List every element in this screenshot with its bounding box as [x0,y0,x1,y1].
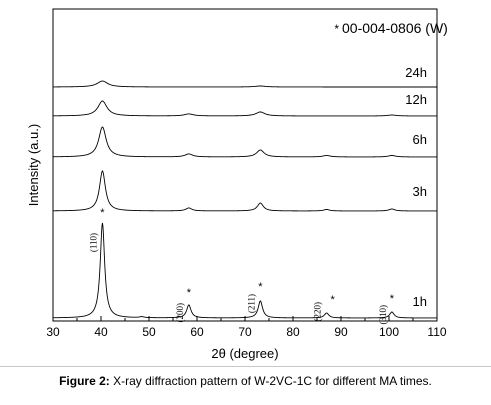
hkl-label: (211) [246,294,256,313]
plot-frame [52,8,438,322]
xrd-chart: 30 40 50 60 70 80 90 100 110 (110)*(200)*(211)*(… [26,8,448,361]
series-label-6h: 6h [413,132,427,147]
xrd-trace-6h [52,126,437,158]
peak-annotations: (110)*(200)*(211)*(220)*(310)* [88,207,394,325]
y-axis-label: Intensity (a.u.) [26,124,41,206]
hkl-label: (220) [313,302,323,322]
x-tick-label: 110 [427,325,446,339]
legend-label: 00-004-0806 (W) [342,20,448,36]
x-tick-label: 30 [46,325,60,339]
xrd-traces [52,80,438,319]
hkl-label: (110) [88,233,98,252]
x-axis-ticks: 30 40 50 60 70 80 90 100 110 [46,316,447,339]
caption-text: X-ray diffraction pattern of W-2VC-1C fo… [109,374,432,388]
x-tick-label: 50 [142,325,156,339]
series-label-3h: 3h [413,184,427,199]
legend-marker: * [334,22,339,36]
series-label-24h: 24h [405,65,427,80]
xrd-trace-3h [52,170,437,212]
xrd-trace-1h [53,222,438,319]
x-tick-label: 100 [379,325,399,339]
x-axis-label: 2θ (degree) [211,346,278,361]
peak-marker: * [100,207,105,219]
xrd-trace-12h [52,100,437,117]
peak-marker: * [258,281,263,293]
caption-label: Figure 2: [59,374,110,388]
x-tick-label: 80 [286,325,300,339]
peak-marker: * [330,294,335,306]
figure-caption: Figure 2: X-ray diffraction pattern of W… [0,366,491,405]
x-tick-label: 90 [334,325,348,339]
series-labels: 1h 3h 6h 12h 24h [405,65,427,309]
x-tick-label: 40 [94,325,108,339]
peak-marker: * [187,287,192,299]
hkl-label: (310) [378,305,388,325]
xrd-trace-24h [53,80,437,88]
hkl-label: (200) [175,303,185,323]
x-tick-label: 60 [190,325,204,339]
series-label-1h: 1h [413,294,427,309]
series-label-12h: 12h [405,92,427,107]
peak-marker: * [390,293,395,305]
x-tick-label: 70 [238,325,252,339]
